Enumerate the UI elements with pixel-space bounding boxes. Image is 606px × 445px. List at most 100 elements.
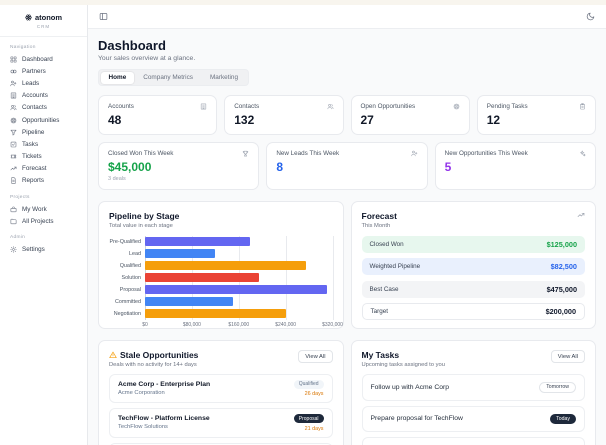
user-plus-icon [10,80,17,87]
forecast-card: Forecast This Month Closed Won $125,000 We… [350,201,596,329]
chart-x-tick-label: $80,000 [182,321,201,328]
weekly-card-closed-won-this-week: Closed Won This Week $45,000 3 deals [98,142,260,190]
page-title: Dashboard [98,38,166,53]
forecast-row-value: $200,000 [545,307,576,316]
check-square-icon [10,141,17,148]
chart-bar-row [145,284,333,296]
trending-up-icon [10,165,17,172]
opportunity-name: TechFlow - Platform License [118,415,210,423]
tab-marketing[interactable]: Marketing [209,74,239,81]
forecast-row-value: $475,000 [546,284,577,294]
task-item-schedule-demo-with-horizon-labs[interactable]: Schedule demo with Horizon LabsFeb 25 [361,436,585,445]
forecast-row-label: Target [370,308,389,315]
target-icon [10,117,17,124]
my-tasks-card: My Tasks Upcoming tasks assigned to you … [350,340,596,445]
partners-icon [10,68,17,75]
task-item-follow-up-with-acme-corp[interactable]: Follow up with Acme Corp Tomorrow [361,373,585,402]
sidebar-item-label: All Projects [22,217,54,225]
weekly-card-new-leads-this-week: New Leads This Week 8 [266,142,428,190]
stale-item-info: TechFlow - Platform License TechFlow Solu… [118,415,210,430]
stale-item-techflow-platform-license[interactable]: TechFlow - Platform License TechFlow Solu… [109,408,333,438]
weekly-subtext [276,176,417,182]
sidebar-item-label: Tickets [22,153,42,161]
stat-label: Open Opportunities [360,103,416,110]
sidebar-item-tickets[interactable]: Tickets [0,151,87,163]
tab-bar: Home Company Metrics Marketing [98,69,249,86]
stale-opportunities-card: Stale Opportunities Deals with no activi… [98,340,344,445]
file-text-icon [10,177,17,185]
chart-category-label: Pre-Qualified [109,238,141,245]
sidebar-item-settings[interactable]: Settings [0,243,87,255]
stale-view-all-button[interactable]: View All [298,350,333,363]
stat-value: 132 [234,113,255,127]
tasks-subtitle: Upcoming tasks assigned to you [361,361,445,368]
sidebar-item-label: Tasks [22,140,39,148]
folder-icon [10,218,17,225]
sidebar-item-leads[interactable]: Leads [0,77,87,89]
chart-gridline [332,235,334,320]
sidebar-item-label: My Work [22,205,47,213]
main-content: Dashboard Your sales overview at a glanc… [88,29,606,445]
stat-card-accounts: Accounts 48 [98,95,218,135]
chart-bar-row [145,272,333,284]
sidebar-item-accounts[interactable]: Accounts [0,90,87,102]
trending-up-icon [577,211,585,219]
theme-toggle-icon[interactable] [586,12,595,21]
forecast-row-label: Closed Won [369,240,404,248]
stat-value: 27 [360,113,374,127]
task-title: Follow up with Acme Corp [370,383,450,391]
sidebar-item-all-projects[interactable]: All Projects [0,215,87,227]
sidebar-item-reports[interactable]: Reports [0,175,87,187]
sidebar-item-label: Contacts [22,104,47,112]
sidebar-item-label: Leads [22,79,40,87]
stale-item-meta: Qualified 26 days [293,379,324,397]
sidebar-item-label: Opportunities [22,116,60,124]
sidebar-item-pipeline[interactable]: Pipeline [0,126,87,138]
chart-category-label: Qualified [119,262,141,269]
tab-home[interactable]: Home [100,71,135,84]
sidebar-toggle-icon[interactable] [99,12,108,21]
target-icon [453,103,460,110]
brand: atonom CRM [0,5,87,37]
stat-value: 48 [108,113,122,127]
stale-item-acme-corp-enterprise-plan[interactable]: Acme Corp - Enterprise Plan Acme Corporat… [109,373,333,403]
tasks-view-all-button[interactable]: View All [550,350,585,363]
chart-bar-lead [145,249,216,258]
sidebar-item-dashboard[interactable]: Dashboard [0,53,87,65]
stat-card-top: Pending Tasks [487,103,586,110]
user-plus-icon [411,150,418,157]
chart-plot-area [145,235,334,320]
forecast-row-value: $125,000 [546,239,577,249]
sidebar-item-my-work[interactable]: My Work [0,203,87,215]
chart-category-label: Lead [129,250,141,257]
forecast-row-best-case: Best Case $475,000 [361,280,585,298]
weekly-label: New Opportunities This Week [444,150,528,157]
tab-company-metrics[interactable]: Company Metrics [143,74,193,81]
page-subtitle: Your sales overview at a glance. [98,55,196,62]
brand-subtitle: CRM [36,24,51,29]
chart-bar-row [145,248,333,260]
weekly-value: 5 [444,160,452,174]
sidebar-item-partners[interactable]: Partners [0,65,87,77]
weekly-label: New Leads This Week [276,150,340,157]
sidebar-item-opportunities[interactable]: Opportunities [0,114,87,126]
chart-x-tick-label: $320,000 [322,321,343,328]
sparkles-icon [579,150,586,157]
chart-bar-negotiation [145,309,286,318]
weekly-card-top: Closed Won This Week [108,150,249,157]
sidebar-item-forecast[interactable]: Forecast [0,163,87,175]
chart-bar-row [145,296,333,308]
stat-value: 12 [486,113,501,127]
weekly-label: Closed Won This Week [108,150,174,157]
trophy-icon [242,150,249,157]
building-icon [10,92,17,99]
task-item-prepare-proposal-for-techflow[interactable]: Prepare proposal for TechFlow Today [361,406,585,432]
stat-card-pending-tasks: Pending Tasks 12 [476,95,596,135]
users-icon [327,103,334,110]
chart-category-label: Committed [114,298,141,305]
chart-bar-pre-qualified [145,237,251,246]
sidebar-item-label: Dashboard [22,55,53,63]
sidebar-item-contacts[interactable]: Contacts [0,102,87,114]
sidebar-item-tasks[interactable]: Tasks [0,138,87,150]
chart-title: Pipeline by Stage [109,211,180,221]
